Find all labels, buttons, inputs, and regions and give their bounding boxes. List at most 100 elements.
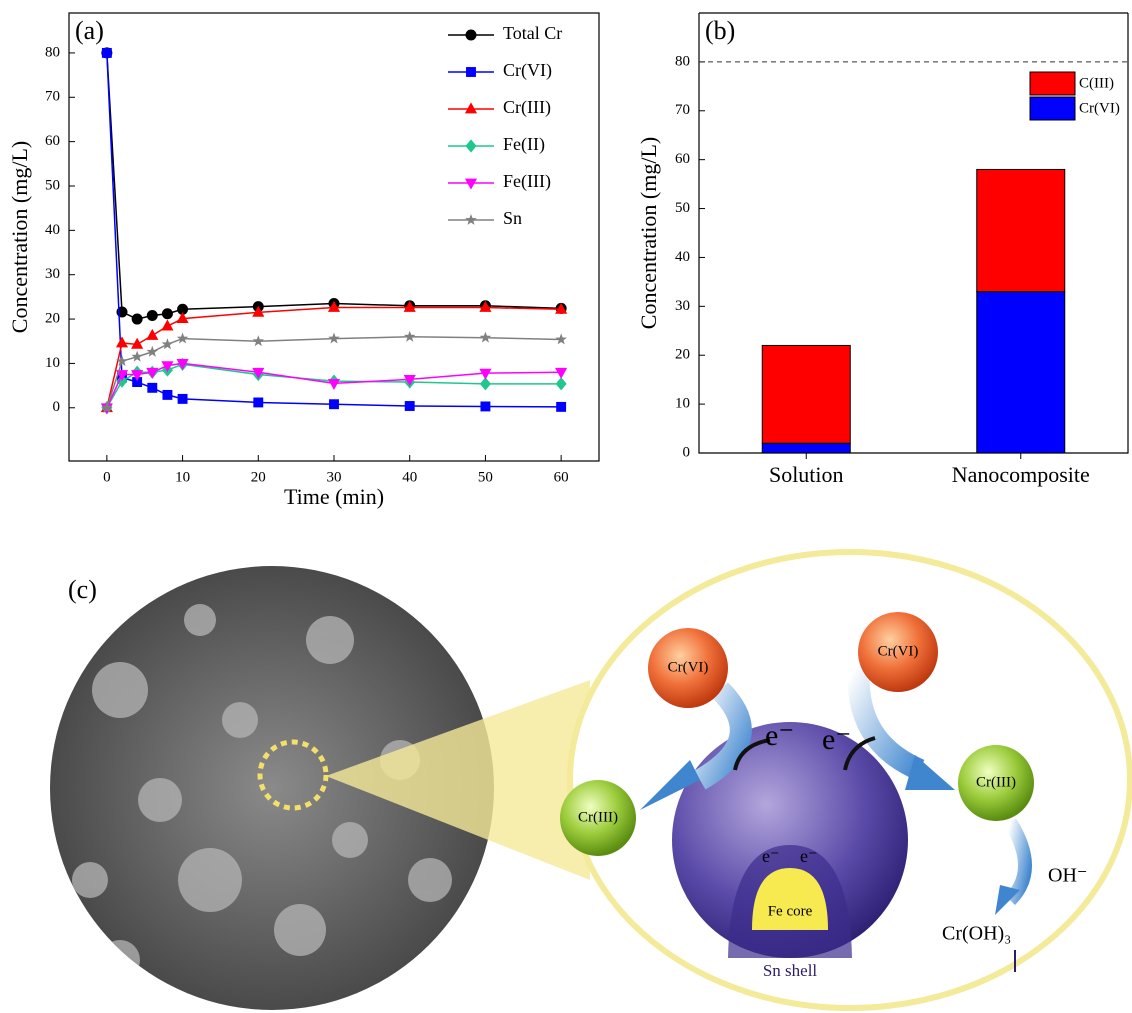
marker xyxy=(102,48,112,58)
y-tick-label: 0 xyxy=(683,444,691,460)
precipitate-label: Cr(OH)₃ xyxy=(942,923,1011,945)
y-tick-label: 50 xyxy=(675,200,690,216)
y-tick-label: 10 xyxy=(675,396,690,412)
marker xyxy=(132,314,143,325)
electron-label: e⁻ xyxy=(762,846,780,866)
x-tick-label: Nanocomposite xyxy=(952,462,1090,487)
legend-marker xyxy=(465,179,477,190)
x-tick-label: 20 xyxy=(251,469,266,485)
marker xyxy=(147,310,158,321)
marker xyxy=(480,332,492,343)
marker xyxy=(404,375,416,386)
bar-segment xyxy=(977,169,1065,291)
marker xyxy=(479,369,491,380)
marker xyxy=(116,336,128,347)
bar-segment xyxy=(762,345,850,443)
electron-label: e⁻ xyxy=(800,846,818,866)
sphere-label: Cr(III) xyxy=(976,774,1016,790)
hydroxide-label: OH⁻ xyxy=(1048,865,1087,887)
y-axis-title: Concentration (mg/L) xyxy=(636,137,661,329)
x-tick-label: 30 xyxy=(327,469,342,485)
marker xyxy=(161,320,173,331)
marker xyxy=(147,346,159,357)
series-line xyxy=(107,53,561,407)
y-tick-label: 40 xyxy=(45,222,60,238)
legend-label: Cr(VI) xyxy=(1079,100,1120,116)
legend-label: Fe(II) xyxy=(503,134,545,155)
bar-segment xyxy=(762,443,850,453)
marker xyxy=(480,401,490,411)
legend-label: Fe(III) xyxy=(503,171,551,192)
sphere-label: Cr(VI) xyxy=(878,643,919,659)
plot-frame xyxy=(69,13,599,461)
series-line xyxy=(107,53,561,319)
marker xyxy=(405,401,415,411)
marker xyxy=(329,399,339,409)
marker xyxy=(146,329,158,340)
y-tick-label: 50 xyxy=(45,177,60,193)
marker xyxy=(162,390,172,400)
y-tick-label: 30 xyxy=(675,298,690,314)
electron-label: e⁻ xyxy=(765,719,794,752)
y-tick-label: 40 xyxy=(675,249,690,265)
y-tick-label: 20 xyxy=(675,347,690,363)
marker xyxy=(328,379,340,390)
marker xyxy=(253,335,265,346)
marker xyxy=(162,338,174,349)
series-line xyxy=(107,308,561,408)
y-tick-label: 20 xyxy=(45,310,60,326)
sphere-label: Cr(VI) xyxy=(668,659,709,675)
electron-label: e⁻ xyxy=(822,723,851,756)
legend-label: Cr(VI) xyxy=(503,60,552,81)
marker xyxy=(253,397,263,407)
x-axis-title: Time (min) xyxy=(284,484,384,509)
marker xyxy=(555,368,567,379)
panel-label: (c) xyxy=(68,575,97,604)
x-tick-label: 60 xyxy=(554,469,569,485)
legend-marker xyxy=(466,67,476,77)
legend-marker xyxy=(465,102,477,113)
y-tick-label: 70 xyxy=(675,102,690,118)
y-tick-label: 60 xyxy=(675,151,690,167)
y-tick-label: 0 xyxy=(53,399,61,415)
legend-swatch xyxy=(1030,72,1075,95)
x-tick-label: Solution xyxy=(769,462,844,487)
panel-label: (b) xyxy=(705,16,735,45)
marker xyxy=(555,333,567,344)
marker xyxy=(556,402,566,412)
marker xyxy=(178,394,188,404)
x-tick-label: 10 xyxy=(175,469,190,485)
shell-label: Sn shell xyxy=(763,961,818,980)
legend-marker xyxy=(466,30,477,41)
y-tick-label: 80 xyxy=(45,44,60,60)
x-tick-label: 50 xyxy=(478,469,493,485)
marker xyxy=(556,377,567,390)
legend-marker xyxy=(466,139,477,152)
y-tick-label: 10 xyxy=(45,355,60,371)
y-tick-label: 70 xyxy=(45,89,60,105)
marker xyxy=(177,312,189,323)
core-label: Fe core xyxy=(768,903,813,919)
x-tick-label: 0 xyxy=(103,469,111,485)
y-tick-label: 60 xyxy=(45,133,60,149)
marker xyxy=(404,331,416,342)
legend-swatch xyxy=(1030,97,1075,120)
legend-label: Cr(III) xyxy=(503,97,551,118)
marker xyxy=(177,333,189,344)
marker xyxy=(162,308,173,319)
legend-label: Sn xyxy=(503,208,522,228)
legend-label: C(III) xyxy=(1079,75,1114,91)
marker xyxy=(131,351,143,362)
y-tick-label: 30 xyxy=(45,266,60,282)
sphere-label: Cr(III) xyxy=(578,809,618,825)
x-tick-label: 40 xyxy=(402,469,417,485)
legend-marker xyxy=(465,214,477,225)
marker xyxy=(328,333,340,344)
y-axis-title: Concentration (mg/L) xyxy=(7,141,32,333)
marker xyxy=(147,383,157,393)
y-tick-label: 80 xyxy=(675,53,690,69)
figure: (c) Cr(VI) Cr(VI) Cr(III) Cr(III) e⁻ e⁻ … xyxy=(0,0,1132,1013)
bar-segment xyxy=(977,292,1065,453)
legend-label: Total Cr xyxy=(503,23,562,43)
panel-label: (a) xyxy=(75,16,104,45)
